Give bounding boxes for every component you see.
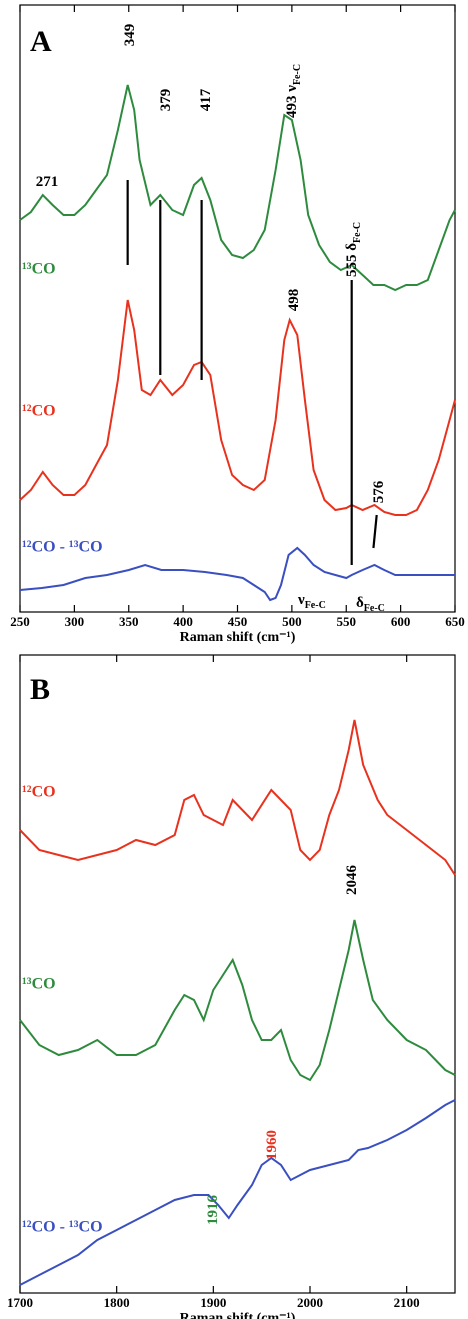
x-tick-label: 2000 <box>297 1295 323 1310</box>
series-label: ¹²CO <box>22 403 56 420</box>
peak-label-sub: Fe-C <box>352 222 363 243</box>
peak-label: 498 <box>286 289 302 312</box>
spectrum-line <box>19 1099 456 1286</box>
plot-frame <box>19 654 456 1294</box>
peak-label: 349 <box>122 24 138 47</box>
x-tick-label: 600 <box>391 614 411 629</box>
peak-label-text: ν <box>297 592 305 608</box>
x-tick-label: 500 <box>282 614 302 629</box>
peak-label: 379 <box>158 89 174 112</box>
series-label: ¹²CO <box>22 784 56 801</box>
peak-label-text: 2046 <box>344 865 360 896</box>
peak-label: 1960 <box>264 1130 280 1160</box>
peak-label-sub: Fe-C <box>292 64 303 85</box>
peak-label: 555 δFe-C <box>344 222 363 277</box>
peak-label: 417 <box>198 88 214 111</box>
x-tick-label: 650 <box>445 614 465 629</box>
x-axis-label: Raman shift (cm⁻¹) <box>180 1311 296 1319</box>
x-tick-label: 450 <box>228 614 248 629</box>
spectrum-line <box>19 546 455 602</box>
peak-label-text: 417 <box>198 88 214 111</box>
series-label: ¹²CO - ¹³CO <box>22 1219 103 1236</box>
peak-label-text: 349 <box>122 24 138 47</box>
spectrum-line <box>19 719 456 876</box>
peak-line <box>372 514 378 549</box>
peak-label-sub: Fe-C <box>364 603 385 614</box>
panel-label: A <box>30 25 52 58</box>
peak-label-text: 576 <box>371 480 387 503</box>
x-tick-label: 300 <box>65 614 85 629</box>
peak-label-text: 1960 <box>264 1130 280 1160</box>
peak-label-text: 271 <box>36 174 59 190</box>
peak-label-text: 379 <box>158 89 174 112</box>
peak-label: 1916 <box>205 1195 221 1226</box>
series-label: ¹²CO - ¹³CO <box>22 539 103 556</box>
spectrum-line <box>19 299 456 516</box>
peak-label-text: 493 ν <box>284 85 300 118</box>
x-tick-label: 1900 <box>200 1295 226 1310</box>
plot-frame <box>19 4 456 613</box>
x-tick-label: 2100 <box>394 1295 420 1310</box>
peak-label: 271 <box>36 174 59 190</box>
x-tick-label: 1700 <box>7 1295 33 1310</box>
panel-label: B <box>30 673 50 706</box>
series-label: ¹³CO <box>22 976 56 993</box>
x-axis-label: Raman shift (cm⁻¹) <box>180 630 296 645</box>
peak-label-text: 1916 <box>205 1195 221 1226</box>
series-label: ¹³CO <box>22 261 56 278</box>
peak-label: 493 νFe-C <box>284 64 303 118</box>
spectrum-line <box>19 84 456 292</box>
peak-label-text: 555 δ <box>344 243 360 277</box>
peak-label-text: 498 <box>286 289 302 312</box>
x-tick-label: 400 <box>173 614 193 629</box>
x-tick-label: 350 <box>119 614 139 629</box>
peak-label: 2046 <box>344 865 360 896</box>
x-tick-label: 250 <box>10 614 30 629</box>
x-tick-label: 550 <box>337 614 357 629</box>
peak-label: νFe-C <box>297 592 326 611</box>
peak-label-sub: Fe-C <box>305 600 326 611</box>
peak-label: δFe-C <box>356 595 385 614</box>
spectrum-line <box>19 919 456 1082</box>
peak-label-text: δ <box>356 595 364 611</box>
x-tick-label: 1800 <box>104 1295 130 1310</box>
peak-label: 576 <box>371 480 387 503</box>
